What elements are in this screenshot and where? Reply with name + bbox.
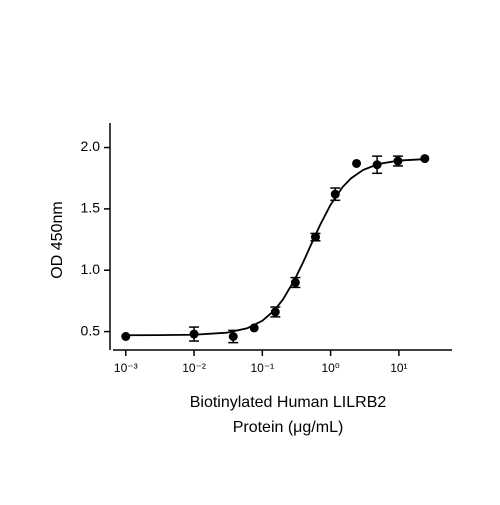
data-point <box>270 307 280 317</box>
y-tick-label: 0.5 <box>81 322 101 338</box>
x-axis-label: Biotinylated Human LILRB2 <box>190 394 387 411</box>
x-tick-label: 10⁻² <box>182 361 206 375</box>
data-point <box>420 154 430 164</box>
x-tick-label: 10⁻¹ <box>250 361 274 375</box>
data-point <box>121 332 131 342</box>
data-point <box>372 160 382 170</box>
data-point <box>249 323 259 333</box>
data-point <box>393 156 403 166</box>
data-point <box>330 189 340 199</box>
x-tick-label: 10⁻³ <box>114 361 138 375</box>
data-point <box>189 329 199 339</box>
data-point <box>290 278 300 288</box>
data-point <box>228 332 238 342</box>
data-point <box>310 232 320 242</box>
y-axis-label: OD 450nm <box>49 201 66 278</box>
x-tick-label: 10⁰ <box>322 361 340 375</box>
y-tick-label: 1.0 <box>81 261 101 277</box>
fit-curve <box>125 158 427 337</box>
x-tick-label: 10¹ <box>390 361 407 375</box>
y-tick-label: 2.0 <box>81 138 101 154</box>
data-point <box>352 158 362 168</box>
y-tick-label: 1.5 <box>81 200 101 216</box>
x-axis-label: Protein (μg/mL) <box>233 419 344 436</box>
